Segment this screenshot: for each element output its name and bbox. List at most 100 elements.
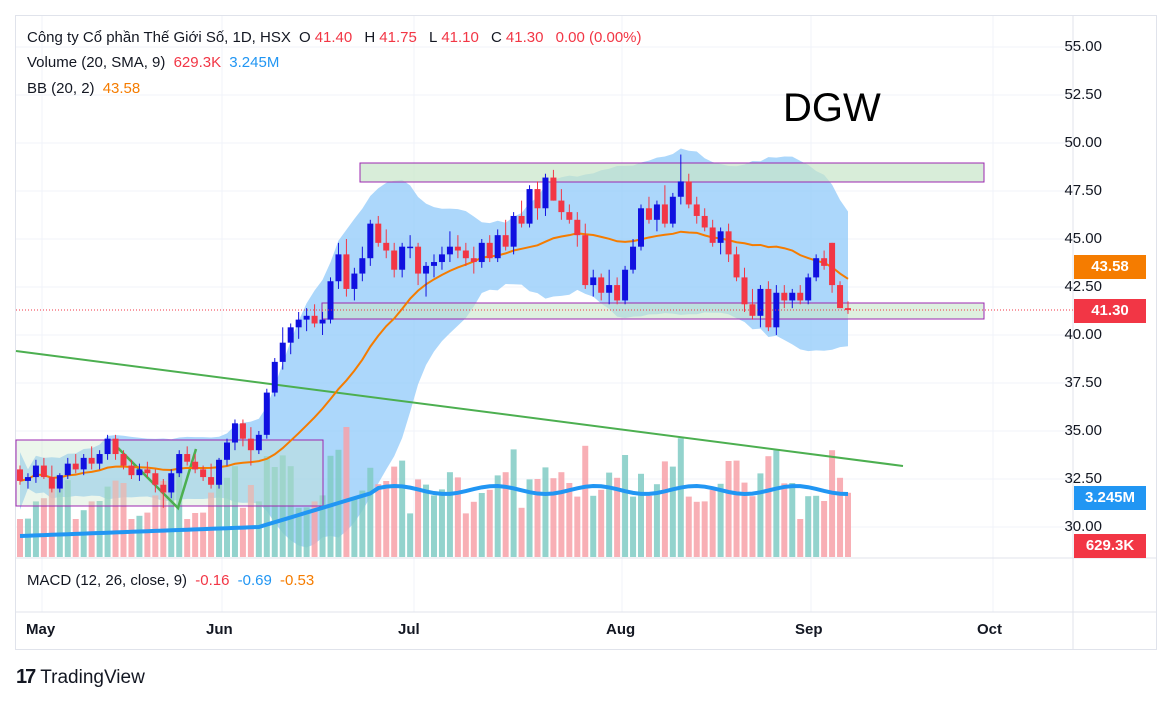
tradingview-logo[interactable]: 17 TradingView: [16, 666, 145, 689]
candle-body: [630, 246, 637, 270]
chart-frame: [15, 15, 1157, 650]
candle-body: [534, 189, 541, 209]
volume-bar: [399, 460, 406, 557]
volume-bar: [88, 501, 95, 557]
volume-bar: [462, 513, 469, 557]
candle-body: [765, 288, 772, 328]
ticker-annotation: DGW: [783, 86, 881, 130]
candle-body: [80, 457, 87, 470]
candle-body: [279, 342, 286, 362]
candle-body: [415, 246, 422, 274]
price-tick-label: 35.00: [1064, 422, 1102, 439]
candle-body: [136, 469, 143, 476]
volume-bar: [56, 489, 63, 557]
candle-body: [367, 223, 374, 259]
month-label: May: [26, 621, 56, 638]
candle-body: [88, 457, 95, 464]
tradingview-wordmark: TradingView: [40, 666, 145, 688]
volume-bar: [494, 475, 501, 557]
candle-body: [335, 254, 342, 282]
volume-bar: [192, 513, 199, 557]
candle-body: [709, 227, 716, 243]
candle-body: [168, 473, 175, 493]
candle-body: [693, 204, 700, 216]
volume-bar: [741, 482, 748, 557]
candle-body: [311, 315, 318, 324]
volume-bar: [17, 519, 23, 557]
volume-bar: [486, 489, 493, 557]
candle-body: [773, 292, 780, 328]
volume-bar: [837, 477, 844, 557]
candle-body: [661, 204, 668, 224]
candle-body: [327, 281, 334, 320]
candle-body: [112, 438, 119, 455]
volume-tag: 629.3K: [1074, 534, 1146, 558]
volume-bar: [391, 466, 398, 557]
volume-bar: [40, 498, 47, 557]
volume-bar: [829, 450, 836, 557]
price-tick-label: 52.50: [1064, 86, 1102, 103]
month-label: Sep: [795, 621, 823, 638]
candle-body: [72, 463, 79, 470]
candle-body: [574, 219, 581, 236]
candle-body: [797, 292, 804, 301]
last-price-tag: 41.30: [1074, 299, 1146, 323]
volume-bar: [757, 473, 764, 557]
volume-bar: [582, 445, 589, 557]
candle-body: [303, 315, 310, 320]
candle-body: [717, 231, 724, 243]
candle-body: [216, 459, 223, 485]
candle-body: [407, 246, 414, 249]
legend-volume: Volume (20, SMA, 9) 629.3K 3.245M: [27, 54, 283, 71]
volume-bar: [263, 456, 270, 557]
volume-bar: [239, 507, 246, 557]
volume-bar: [502, 472, 509, 557]
candle-body: [399, 246, 406, 270]
candle-body: [781, 292, 788, 301]
candle-body: [614, 285, 621, 301]
volume-bar: [375, 484, 382, 557]
volume-bar: [765, 456, 772, 557]
volume-bar: [359, 490, 366, 557]
candle-body: [176, 454, 183, 474]
candle-body: [526, 189, 533, 224]
volume-bar: [48, 483, 55, 557]
candle-body: [486, 242, 493, 259]
candle-body: [64, 463, 71, 476]
legend-low: 41.10: [441, 29, 479, 46]
volume-bar: [773, 450, 780, 557]
volume-bar: [638, 473, 644, 557]
candle-body: [255, 434, 262, 451]
volume-bar: [709, 489, 716, 557]
candle-body: [669, 196, 676, 224]
volume-bar: [224, 477, 230, 557]
candle-body: [566, 212, 573, 220]
candle-body: [431, 262, 437, 266]
legend-volume-label: Volume (20, SMA, 9): [27, 54, 166, 71]
month-label: Jun: [206, 621, 233, 638]
tradingview-mark-icon: 17: [16, 666, 36, 688]
volume-bar: [558, 472, 565, 557]
volume-bar: [311, 501, 318, 557]
candle-body: [701, 215, 708, 228]
volume-sma-tag: 3.245M: [1074, 486, 1146, 510]
candle-body: [725, 231, 732, 255]
volume-bar: [717, 483, 724, 557]
candle-body: [677, 181, 684, 197]
candle-body: [48, 477, 55, 489]
price-tick-label: 30.00: [1064, 518, 1102, 535]
volume-bar: [160, 481, 167, 557]
candle-body: [638, 208, 644, 247]
candle-body: [789, 292, 796, 301]
support-zone: [321, 302, 985, 320]
candle-body: [351, 273, 358, 289]
candle-body: [247, 438, 254, 451]
price-tick-label: 55.00: [1064, 38, 1102, 55]
downtrend-line: [15, 350, 904, 467]
volume-bar: [725, 461, 732, 557]
volume-bar: [32, 501, 39, 557]
price-tick-label: 47.50: [1064, 182, 1102, 199]
volume-bar: [168, 475, 175, 557]
candle-body: [446, 246, 453, 255]
